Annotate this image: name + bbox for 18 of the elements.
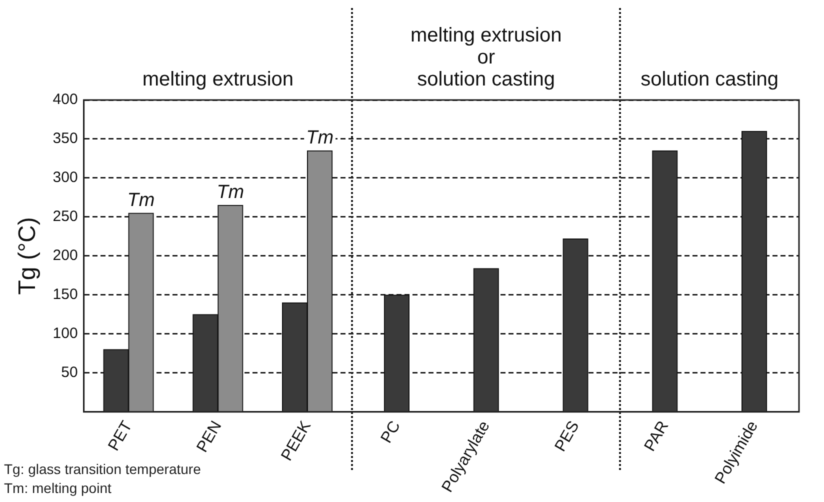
text: Tm: melting point — [4, 479, 112, 498]
annotation: Tm — [306, 127, 334, 148]
text: melting extrusion — [142, 68, 294, 91]
y-tick-label: 400 — [52, 91, 78, 108]
y-tick-label: 100 — [52, 325, 78, 342]
y-tick-label: 300 — [52, 169, 78, 186]
text: solution casting — [640, 68, 779, 91]
annotation: Tm — [216, 182, 244, 204]
x-tick-label: PC — [378, 418, 404, 446]
text: Tg: glass transition temperature — [4, 460, 201, 479]
y-tick-label: 200 — [52, 247, 78, 264]
y-tick-label: 150 — [52, 286, 78, 304]
annotation: Tm — [127, 190, 155, 211]
text: melting extrusion or solution casting — [410, 24, 562, 91]
y-axis-title: Tg (°C) — [14, 217, 42, 295]
y-tick-label: 50 — [61, 364, 78, 382]
y-tick-label: 350 — [52, 130, 78, 148]
y-tick-label: 250 — [52, 208, 78, 226]
